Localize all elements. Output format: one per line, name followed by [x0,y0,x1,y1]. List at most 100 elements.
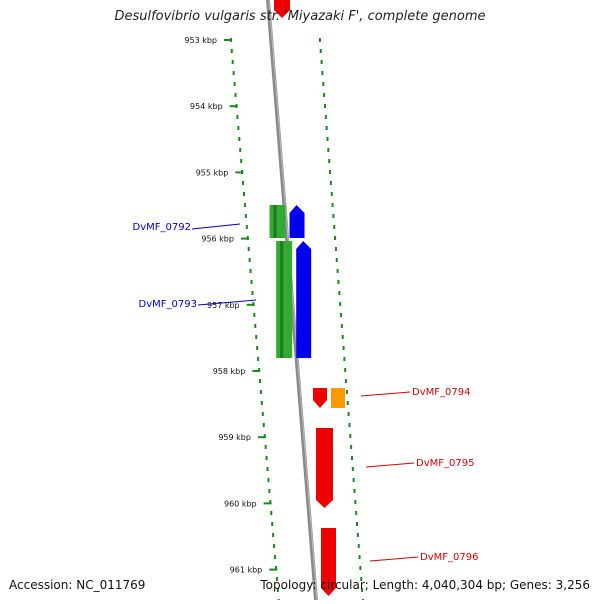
dot-right [325,126,328,130]
tick-label: 961 kbp [230,566,263,575]
position-ticks: 953 kbp 954 kbp 955 kbp 956 kbp 957 kbp 958 k… [184,36,278,575]
dot-right [326,137,329,141]
backbone-highlight [268,0,318,601]
gene-labels: DvMF_0792 DvMF_0793 DvMF_0794 DvMF_0795 DvMF… [133,222,479,563]
tick-label: 956 kbp [201,235,234,244]
gene-label-dvmf_0792: DvMF_0792 [133,222,191,233]
dot-right [339,302,342,306]
dot-right [345,379,348,383]
dot-left [247,247,250,251]
dot-right [343,357,346,361]
dot-left [233,82,236,86]
dot-right [336,269,339,273]
dot-right [341,335,344,339]
dot-right [348,423,351,427]
dot-right [360,577,363,581]
gene-label-leader [360,391,411,397]
dot-left [230,49,233,53]
dot-left [242,192,245,196]
dot-left [271,522,274,526]
dot-left [268,489,271,493]
dot-right [319,49,322,53]
dot-left [253,313,256,317]
gene-dvmf-0792-outer-shade [273,205,277,238]
dot-right [334,236,337,240]
dot-left [265,456,268,460]
dot-right [344,368,347,372]
dot-left [237,126,240,130]
dot-right [358,555,361,559]
dot-right [355,511,358,515]
dot-left [262,423,265,427]
dot-right [339,313,342,317]
dot-left [272,533,275,537]
dot-right [329,170,332,174]
gene-label-dvmf_0795: DvMF_0795 [416,458,474,469]
dot-left [264,445,267,449]
gene-label-leader [191,223,241,230]
gene-dvmf-0792-inner-arrow [289,205,305,238]
gene-dvmf-0796 [321,528,336,596]
dot-left [266,467,269,471]
dot-left [276,588,279,592]
gene-dvmf-0794-outer [331,388,345,408]
dot-left [260,401,263,405]
dot-right [338,291,341,295]
gene-dvmf-0794-inner [313,388,327,408]
dot-right [328,159,331,163]
dot-right [330,192,333,196]
dot-right [359,566,362,570]
dot-left [274,566,277,570]
dot-right [321,71,324,75]
dot-right [324,115,327,119]
dot-right [356,522,359,526]
tick-label: 955 kbp [196,168,229,177]
dot-right [322,82,325,86]
dot-right [333,225,336,229]
dot-left [254,324,257,328]
tick-label: 957 kbp [207,301,240,310]
gene-label-dvmf_0796: DvMF_0796 [420,552,478,563]
dot-left [242,181,245,185]
dot-left [231,60,234,64]
dot-left [255,335,258,339]
dot-left [251,291,254,295]
gene-label-dvmf_0794: DvMF_0794 [412,387,470,398]
dot-left [243,203,246,207]
gene-dvmf-0793-outer [276,241,293,358]
dot-right [323,93,326,97]
dot-right [361,588,364,592]
dot-right [345,390,348,394]
dot-right [340,324,343,328]
dot-right [332,214,335,218]
gc-skew-dots [229,38,364,603]
dot-left [245,225,248,229]
dot-right [347,412,350,416]
dot-left [236,115,239,119]
dot-left [274,555,277,559]
dot-right [331,203,334,207]
genome-summary-text: Topology: circular; Length: 4,040,304 bp… [260,578,590,592]
dot-left [234,93,237,97]
gene-dvmf-0793-outer-shade [280,241,284,358]
gene-label-leader [365,462,415,468]
dot-left [249,269,252,273]
dot-right [327,148,330,152]
tick-label: 959 kbp [218,433,251,442]
dot-right [356,533,359,537]
dot-left [258,379,261,383]
dot-right [357,544,360,548]
dot-left [257,357,260,361]
dot-right [342,346,345,350]
dot-right [350,456,353,460]
gene-features [269,0,345,596]
dot-left [238,137,241,141]
gene-label-leader [197,299,257,306]
dot-left [256,346,259,350]
dot-right [337,280,340,284]
dot-right [323,104,326,108]
dot-right [349,434,352,438]
dot-left [261,412,264,416]
